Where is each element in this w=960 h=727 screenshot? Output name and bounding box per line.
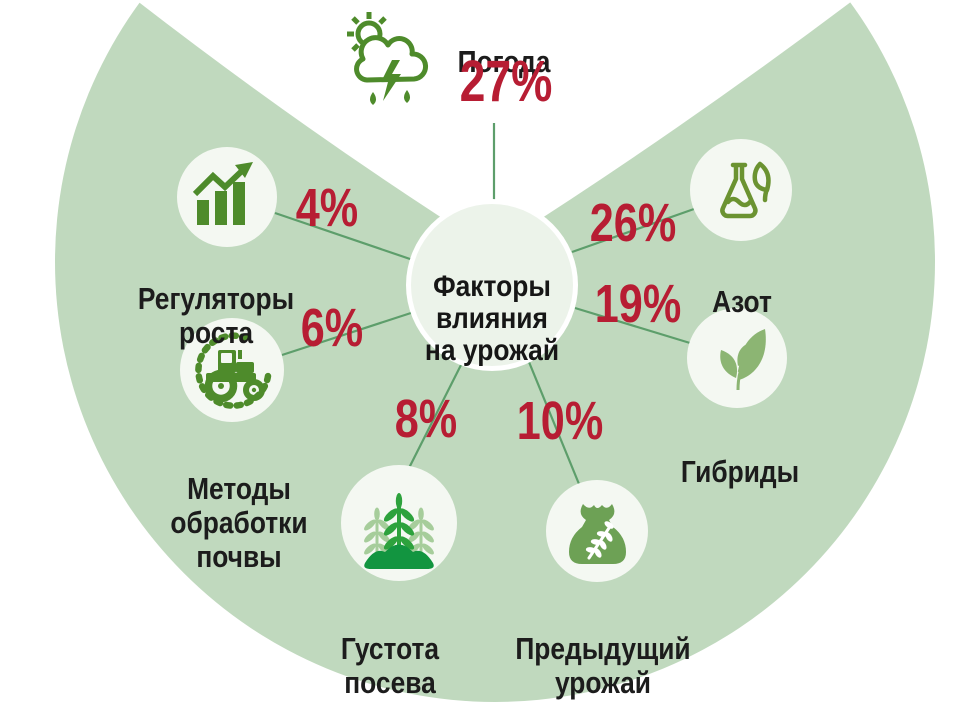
tractor-icon <box>195 332 272 409</box>
connector-previous-harvest <box>527 361 581 485</box>
factor-soil-treatment-value: 6% <box>300 298 364 358</box>
factor-weather-label: Погода <box>457 44 551 80</box>
connector-lines <box>274 123 695 485</box>
sprout-leaves-icon <box>720 329 766 391</box>
connector-soil-treatment <box>281 310 415 357</box>
connector-sowing-density <box>407 360 464 471</box>
factor-growth-regulators-label: Регуляторы роста <box>137 281 295 351</box>
factor-hybrids-label: Гибриды <box>680 454 800 490</box>
grain-sack-icon <box>569 504 626 564</box>
factor-soil-treatment-label: Методы обработки почвы <box>170 471 308 575</box>
factor-hybrids-value: 19% <box>594 274 682 334</box>
factor-previous-harvest-label: Предыдущий урожай <box>515 631 691 701</box>
connector-growth-regulators <box>274 211 414 262</box>
flask-leaf-icon <box>720 161 771 219</box>
center-title: Факторы влияния на урожай <box>416 239 568 367</box>
factor-sowing-density-value: 8% <box>394 389 458 449</box>
connector-nitrogen <box>571 207 695 254</box>
center-circle <box>411 204 573 366</box>
center-title-text: Факторы влияния на урожай <box>424 270 560 368</box>
connector-hybrids <box>574 306 691 345</box>
factor-nitrogen-value: 26% <box>589 193 677 253</box>
factor-growth-regulators-value: 4% <box>295 178 359 238</box>
factor-nitrogen-label: Азот <box>712 284 772 320</box>
factor-previous-harvest-value: 10% <box>516 391 604 451</box>
factor-weather-value: 27% <box>459 49 553 114</box>
nitrogen-icon-circle <box>690 139 792 241</box>
factor-sowing-density-label: Густота посева <box>340 631 440 701</box>
weather-storm-icon <box>347 12 428 105</box>
growth-chart-icon <box>192 162 253 225</box>
wheat-field-icon <box>364 493 434 569</box>
